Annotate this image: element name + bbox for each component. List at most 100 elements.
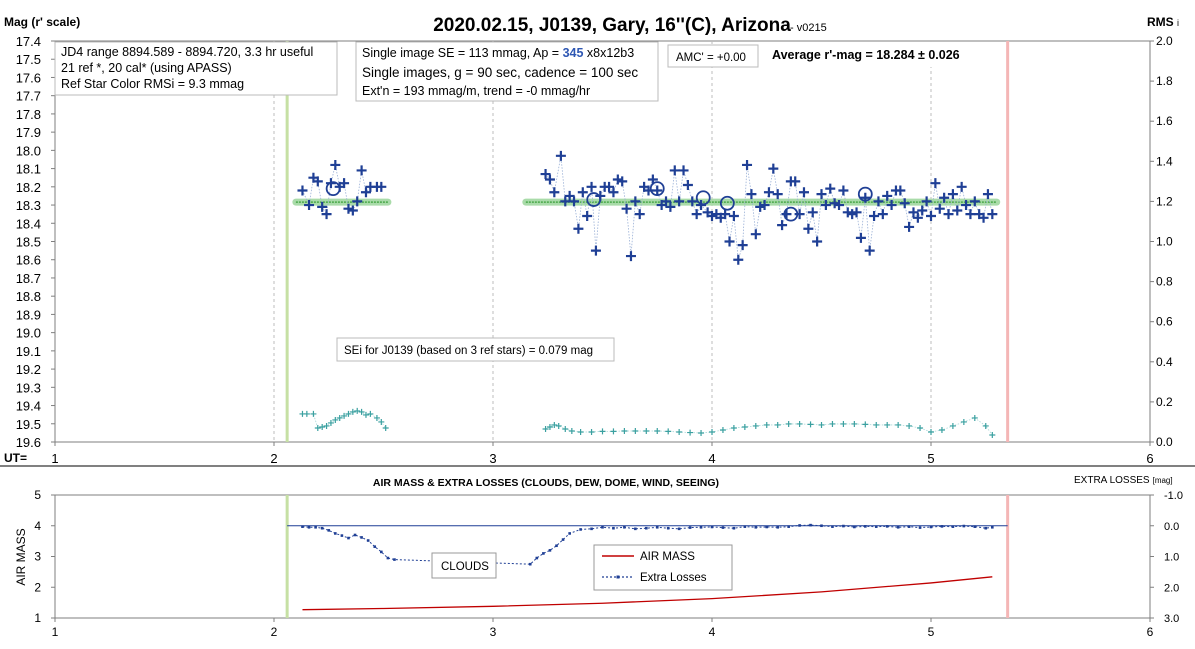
extra-losses-point [820,524,823,528]
extra-losses-point [787,525,790,528]
magnitude-point [544,174,555,185]
rms-point [577,428,584,435]
x-tick-label: 3 [489,451,496,466]
rms-point [796,420,803,427]
magnitude-point [720,209,731,220]
magnitude-point [851,207,862,218]
rms-point [314,424,321,431]
bottom-time-marker-line [1006,495,1010,618]
magnitude-point [634,209,645,220]
y-tick-label: 19.6 [16,435,41,450]
extra-losses-point [307,525,311,529]
plot-frame [54,40,1151,443]
extra-losses-point [590,527,593,531]
y-tick-label: 18.4 [16,216,41,231]
sei-text: SEi for J0139 (based on 3 ref stars) = 0… [344,345,593,357]
extra-losses-point [528,562,532,566]
magnitude-point [582,210,593,221]
magnitude-point [969,196,980,207]
rms-point [303,410,310,417]
magnitude-point [674,196,685,207]
bottom-x-tick-label: 1 [52,625,59,639]
extra-losses-point [776,525,779,529]
extra-losses-point [334,532,337,535]
magnitude-point [838,185,849,196]
extra-losses-point [327,529,331,532]
info-box-2 [355,41,659,102]
rms-point [568,427,575,434]
rms-point [542,425,549,432]
extra-losses-point [677,527,681,531]
y-tick-label: 17.9 [16,125,41,140]
magnitude-point [625,251,636,262]
y-tick-label: 17.6 [16,70,41,85]
magnitude-point [921,196,932,207]
rms-point [807,421,814,428]
average-box [765,42,991,67]
magnitude-point [630,196,641,207]
extra-losses-point [798,524,801,527]
y-tick-label: 18.8 [16,289,41,304]
rms-point [862,421,869,428]
magnitude-point [816,189,827,200]
y-tick-label: 18.9 [16,307,41,322]
y-tick-label: 19.5 [16,417,41,432]
extra-losses-point [645,526,648,530]
rms-point [676,428,683,435]
y2-tick-label: 2.0 [1156,34,1173,48]
y-tick-label: 18.6 [16,253,41,268]
extra-losses-point [340,534,344,537]
magnitude-point [912,212,923,223]
bottom-y-tick-label: 1 [34,611,41,625]
extra-losses-point [555,544,558,548]
magnitude-point [904,221,915,232]
rms-point [851,420,858,427]
legend-box [593,544,733,591]
magnitude-point [549,187,560,198]
magnitude-point [347,205,358,216]
rms-point [551,421,558,428]
extra-losses-point [688,526,692,529]
magnitude-point [339,178,350,189]
extra-losses-point [380,550,383,554]
x-tick-label: 2 [270,451,277,466]
extra-losses-point [353,533,357,537]
time-marker-line [285,41,289,442]
magnitude-point [926,210,936,221]
bottom-y-tick-label: 4 [34,519,41,533]
binned-average-point [586,192,602,207]
rms-point [373,414,380,421]
y2-axis-label: RMS [1147,15,1174,29]
magnitude-point [978,212,989,223]
extra-losses-point [561,538,565,541]
magnitude-point [577,187,588,198]
extra-losses-point [743,525,747,528]
rms-point [730,424,737,431]
magnitude-point [540,169,551,180]
magnitude-point [956,181,967,192]
extra-losses-point [699,525,703,529]
y-tick-label: 19.1 [16,344,41,359]
y2-tick-label: 1.0 [1156,235,1173,249]
rms-point [555,422,562,429]
rms-point [960,418,967,425]
clouds-box [431,552,497,579]
magnitude-point [798,187,809,198]
info-2-se-text: Single image SE = 113 mmag, Ap = [362,46,563,60]
x-tick-label: 4 [708,451,715,466]
rms-point [719,426,726,433]
rms-point [621,427,628,434]
extra-losses-point [885,525,889,528]
magnitude-point [790,176,801,187]
extra-losses-point [601,525,604,529]
extra-losses-point [951,525,955,528]
aperture-value: 345 [563,46,584,60]
magnitude-point [652,185,663,196]
magnitude-point [807,207,818,218]
rms-point [687,429,694,436]
magnitude-point [317,201,328,212]
magnitude-point [742,159,753,170]
magnitude-point [759,200,770,211]
rms-point [319,423,326,430]
x-tick-label: 1 [51,451,58,466]
